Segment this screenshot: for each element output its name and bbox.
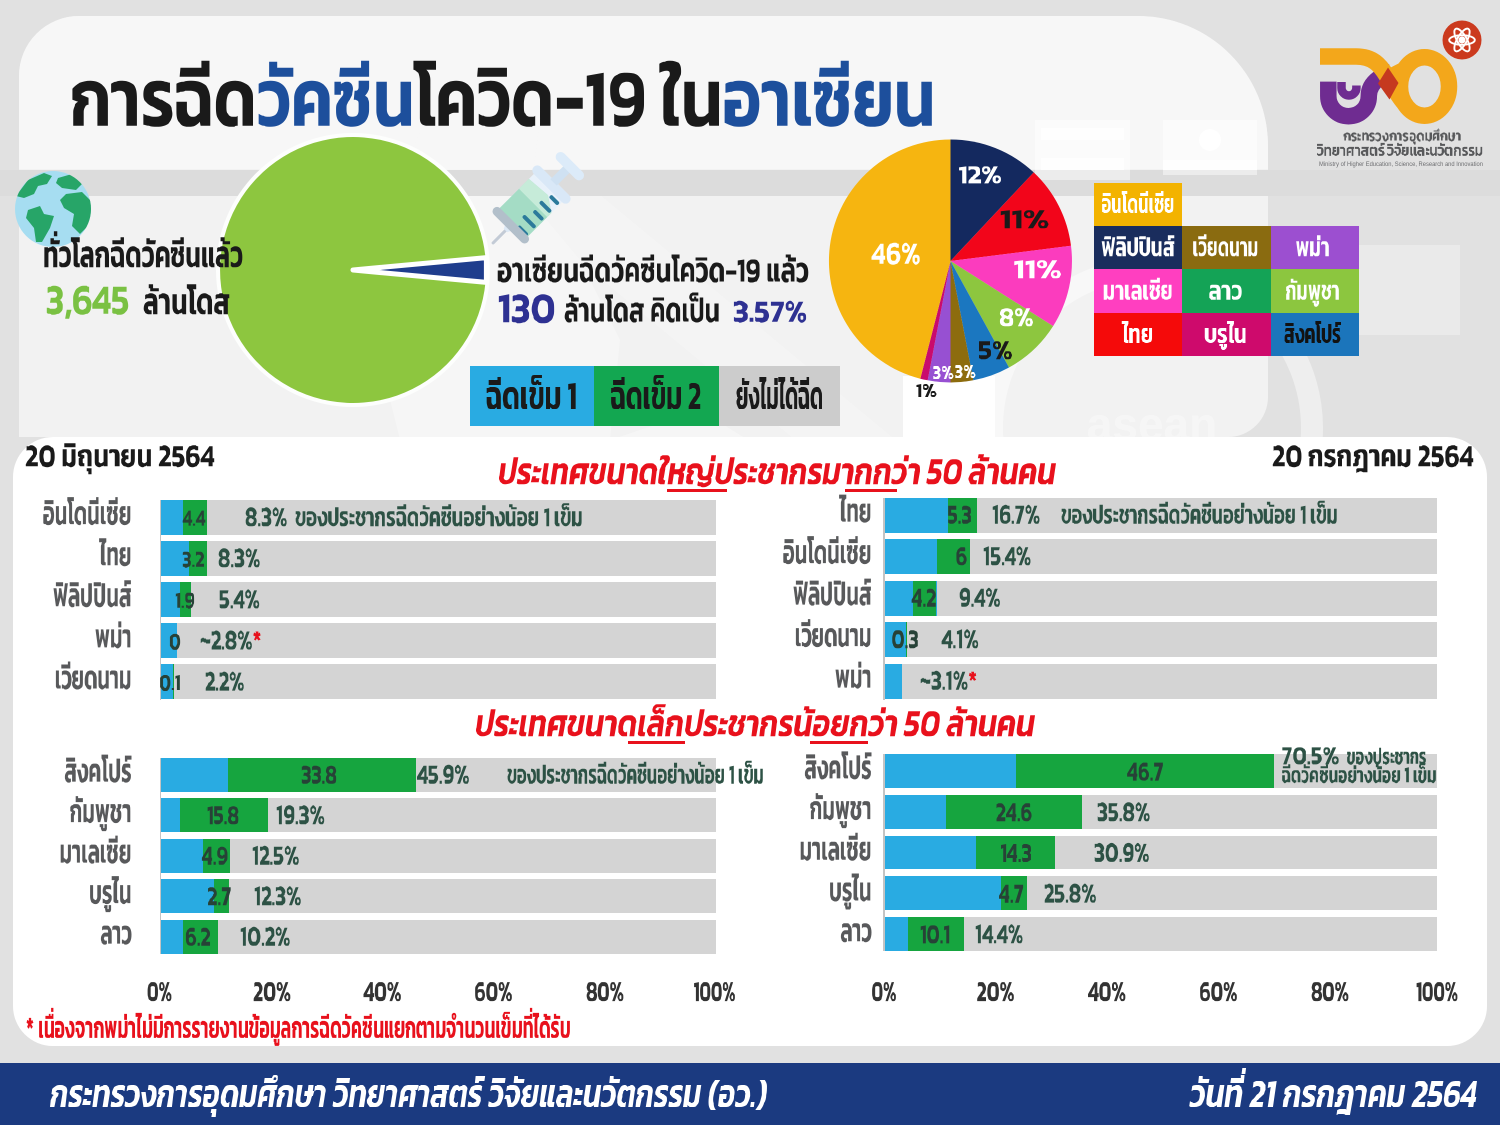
svg-text:Ministry of Higher Education,: Ministry of Higher Education, Science, R…	[1319, 161, 1483, 168]
svg-text:asean: asean	[1087, 398, 1217, 440]
